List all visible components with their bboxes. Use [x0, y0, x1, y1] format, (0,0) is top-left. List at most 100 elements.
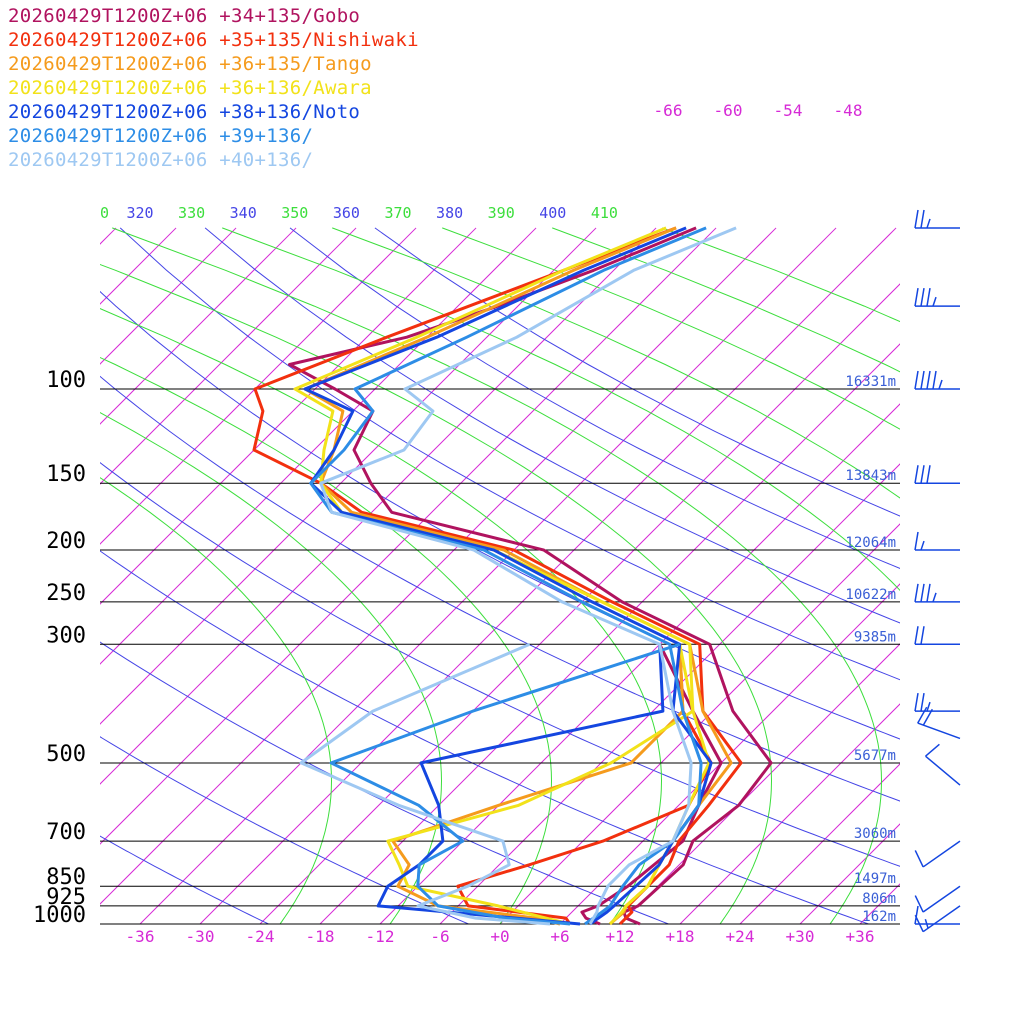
isotherm-line: [100, 227, 177, 305]
barb-flag: [922, 708, 933, 726]
height-label-925: 806m: [862, 891, 896, 907]
pressure-label-150: 150: [46, 462, 86, 487]
theta-label: 340: [230, 204, 257, 222]
barb-flag: [938, 379, 943, 390]
barb-flag: [914, 531, 919, 551]
isotherm-line: [799, 823, 900, 924]
dry-adiabat-line: [100, 550, 870, 924]
x-tick-label: +36: [846, 927, 875, 946]
isotherm-lines: [100, 227, 900, 924]
wind-barb-300: [914, 626, 960, 646]
legend-entry-gobo: 20260429T1200Z+06 +34+135/Gobo: [8, 5, 361, 27]
wind-barb-1000: [914, 905, 960, 925]
barb-flag: [926, 465, 931, 484]
barb-flag: [920, 583, 925, 603]
legend: 20260429T1200Z+06 +34+135/Gobo 20260429T…: [8, 4, 419, 172]
wind-barb-450: [917, 706, 961, 740]
legend-entry-awara: 20260429T1200Z+06 +36+136/Awara: [8, 77, 372, 99]
x-tick-label: +6: [550, 927, 569, 946]
barb-flag: [914, 465, 919, 484]
isotherm-line: [859, 883, 900, 924]
x-tick-label: +18: [666, 927, 695, 946]
upper-isotherm-label: -66: [654, 101, 683, 120]
theta-label: 380: [436, 204, 463, 222]
barb-flag: [920, 288, 925, 307]
series-line-temperature-0: [288, 226, 773, 926]
series-line-temperature-6: [293, 226, 711, 926]
axis-labels: 100 16331m 150 13843m 200 12064m 250 10622m 300 9…: [33, 101, 896, 946]
pressure-label-300: 300: [46, 623, 86, 648]
barb-flag: [914, 626, 919, 645]
barb-flag: [920, 370, 925, 390]
barb-flag: [920, 540, 925, 551]
barb-flag: [926, 288, 931, 307]
series-line-dewpoint-1: [580, 643, 723, 926]
theta-label: 320: [126, 204, 153, 222]
dry-adiabat-line: [204, 227, 900, 624]
x-tick-label: -30: [186, 927, 215, 946]
isotherm-line: [319, 343, 900, 924]
x-tick-label: -12: [366, 927, 395, 946]
barb-flag: [920, 209, 925, 229]
isotherm-line: [139, 227, 837, 924]
x-tick-label: +12: [606, 927, 635, 946]
height-label-700: 3060m: [854, 826, 896, 842]
height-label-300: 9385m: [854, 629, 896, 645]
isotherm-line: [739, 763, 900, 924]
barb-flag: [925, 743, 940, 757]
isotherm-line: [499, 523, 900, 924]
height-label-200: 12064m: [845, 535, 896, 551]
isotherm-line: [259, 283, 900, 924]
barb-flag: [920, 465, 925, 484]
barb-flag: [932, 370, 937, 390]
barb-flag: [932, 592, 937, 603]
series-line-temperature-12: [319, 226, 737, 925]
pressure-label-1000: 1000: [33, 903, 86, 928]
wind-barb-550: [925, 743, 961, 786]
series-line-dewpoint-11: [329, 642, 681, 926]
pressure-label-850: 850: [46, 865, 86, 890]
height-label-250: 10622m: [845, 587, 896, 603]
dry-adiabat-line: [119, 227, 900, 681]
wind-barb-100: [914, 370, 960, 390]
barb-shaft: [922, 885, 961, 913]
isotherm-line: [100, 227, 417, 545]
pressure-label-700: 700: [46, 820, 86, 845]
pressure-label-200: 200: [46, 529, 86, 554]
wind-barb-850: [914, 885, 961, 913]
series-line-dewpoint-13: [299, 642, 551, 926]
barb-flag: [914, 850, 924, 868]
dry-adiabat-line: [100, 375, 900, 802]
wind-barb-150: [914, 465, 960, 484]
theta-label: 360: [333, 204, 360, 222]
theta-label: 330: [178, 204, 205, 222]
barb-flag: [914, 905, 919, 925]
x-tick-label: -24: [246, 927, 275, 946]
barb-flag: [926, 218, 931, 229]
legend-entry-noto: 20260429T1200Z+06 +38+136/Noto: [8, 101, 361, 123]
upper-isotherm-label: -48: [834, 101, 863, 120]
barb-flag: [914, 370, 919, 390]
height-label-1000: 162m: [862, 909, 896, 925]
isotherm-line: [100, 227, 777, 905]
barb-flag: [914, 895, 924, 913]
wind-barb-50: [914, 209, 960, 229]
series-line-temperature-8: [303, 226, 713, 926]
moist-adiabat-line: [100, 411, 443, 924]
barb-flag: [926, 701, 931, 712]
x-tick-label: +0: [490, 927, 509, 946]
x-tick-label: -6: [430, 927, 449, 946]
barb-flag: [914, 583, 919, 603]
isotherm-line: [679, 703, 900, 924]
legend-entry-tango: 20260429T1200Z+06 +36+135/Tango: [8, 53, 372, 75]
barb-flag: [917, 706, 928, 724]
isotherm-line: [100, 227, 597, 725]
series-line-dewpoint-3: [456, 644, 713, 925]
theta-label: 410: [591, 204, 618, 222]
moist-adiabat-line: [112, 227, 883, 924]
legend-entry-39-136: 20260429T1200Z+06 +39+136/: [8, 125, 314, 147]
barb-shaft: [922, 840, 961, 868]
barb-shaft: [925, 755, 961, 786]
height-label-150: 13843m: [845, 468, 896, 484]
